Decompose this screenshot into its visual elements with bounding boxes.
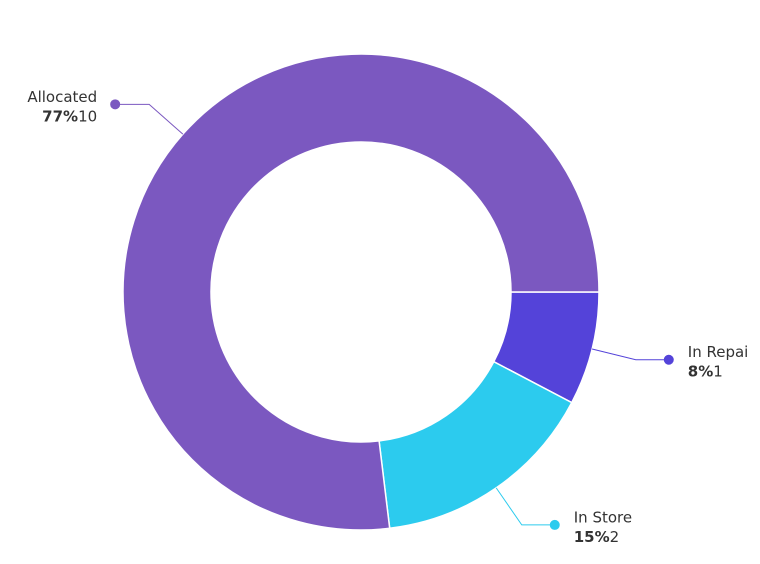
slice-percent: 77% — [42, 107, 78, 125]
leader-line — [495, 487, 555, 526]
slice-percent: 15% — [574, 527, 610, 545]
donut-slice — [378, 360, 573, 530]
slice-value-label: 15%2 — [574, 527, 619, 545]
slice-label: Allocated — [27, 88, 97, 106]
slice-value: 1 — [713, 362, 723, 380]
slice-value-label: 77%10 — [42, 107, 97, 125]
leader-line — [115, 103, 184, 135]
donut-slice — [122, 53, 600, 531]
slice-label: In Repai — [688, 343, 749, 361]
slice-value: 10 — [78, 107, 97, 125]
leader-dot — [110, 99, 121, 110]
leader-line — [591, 348, 669, 361]
slice-percent: 8% — [688, 362, 713, 380]
slice-label: In Store — [574, 508, 632, 526]
leader-dot — [549, 519, 560, 530]
slice-value: 2 — [610, 527, 620, 545]
slice-value-label: 8%1 — [688, 362, 723, 380]
leader-dot — [663, 354, 674, 365]
